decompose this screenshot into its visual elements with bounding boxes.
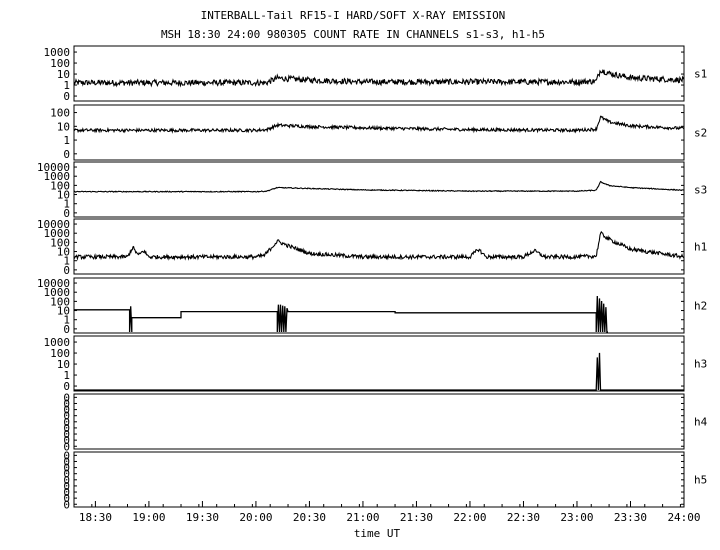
- x-tick-label: 19:00: [132, 511, 165, 524]
- y-tick-label-h5: 0: [63, 455, 70, 468]
- y-tick-label-h3: 1000: [44, 336, 71, 349]
- y-tick-label-s3: 10000: [37, 161, 70, 174]
- channel-label-s1: s1: [694, 68, 707, 81]
- series-line-s1: [73, 69, 685, 88]
- y-tick-label-h5: 0: [63, 486, 70, 499]
- y-tick-label-h2: 10000: [37, 277, 70, 290]
- y-tick-label-h4: 0: [63, 428, 70, 441]
- y-tick-label-h4: 0: [63, 404, 70, 417]
- x-tick-label: 19:30: [186, 511, 219, 524]
- panel-frame-h1: [73, 218, 685, 275]
- x-tick-label: 24:00: [667, 511, 700, 524]
- y-tick-label-h5: 0: [63, 474, 70, 487]
- y-tick-label-h4: 0: [63, 397, 70, 410]
- y-tick-label-s2: 1: [63, 134, 70, 147]
- series-line-h2: [74, 295, 608, 333]
- channel-label-s2: s2: [694, 127, 707, 140]
- y-tick-label-h1: 10: [57, 246, 70, 259]
- y-tick-label-s2: 100: [50, 107, 70, 120]
- y-tick-label-h2: 1000: [44, 286, 71, 299]
- y-tick-label-s3: 10: [57, 189, 70, 202]
- y-tick-label-h4: 0: [63, 410, 70, 423]
- y-tick-label-h5: 0: [63, 462, 70, 475]
- x-axis-label: time UT: [354, 527, 401, 540]
- y-tick-label-h4: 0: [63, 416, 70, 429]
- chart-title: INTERBALL-Tail RF15-I HARD/SOFT X-RAY EM…: [201, 9, 506, 22]
- series-line-s3: [74, 180, 684, 193]
- y-tick-label-s3: 1: [63, 198, 70, 211]
- y-tick-label-h5: 0: [63, 480, 70, 493]
- y-tick-label-h1: 100: [50, 236, 70, 249]
- y-tick-label-h3: 0: [63, 380, 70, 393]
- y-tick-label-h1: 0: [63, 264, 70, 277]
- x-tick-label: 20:30: [293, 511, 326, 524]
- channel-label-h3: h3: [694, 358, 707, 371]
- channel-label-h1: h1: [694, 241, 707, 254]
- series-line-h3: [74, 352, 684, 391]
- y-tick-label-h3: 10: [57, 358, 70, 371]
- panel-frame-h4: [73, 393, 685, 450]
- chart-subtitle: MSH 18:30 24:00 980305 COUNT RATE IN CHA…: [161, 28, 545, 41]
- channel-label-h4: h4: [694, 416, 708, 429]
- panels-group: 10001001010s11001010s21000010001001010s3…: [37, 45, 708, 524]
- y-tick-label-h3: 100: [50, 347, 70, 360]
- y-tick-label-h2: 0: [63, 323, 70, 336]
- y-tick-label-s1: 0: [63, 90, 70, 103]
- y-tick-label-h4: 0: [63, 440, 70, 453]
- y-tick-label-h5: 0: [63, 449, 70, 462]
- x-tick-label: 22:00: [453, 511, 486, 524]
- panel-frame-h2: [73, 277, 685, 334]
- series-line-h1: [73, 230, 685, 261]
- y-tick-label-h2: 100: [50, 295, 70, 308]
- y-tick-label-s2: 0: [63, 148, 70, 161]
- x-tick-label: 20:00: [239, 511, 272, 524]
- y-tick-label-h2: 10: [57, 305, 70, 318]
- x-tick-label: 21:30: [400, 511, 433, 524]
- x-tick-label: 22:30: [507, 511, 540, 524]
- channel-label-s3: s3: [694, 184, 707, 197]
- y-tick-label-s1: 10: [57, 68, 70, 81]
- y-tick-label-h5: 0: [63, 468, 70, 481]
- y-tick-label-h1: 1000: [44, 227, 71, 240]
- x-tick-label: 18:30: [79, 511, 112, 524]
- y-tick-label-h3: 1: [63, 369, 70, 382]
- channel-label-h5: h5: [694, 474, 707, 487]
- x-tick-label: 23:30: [614, 511, 647, 524]
- y-tick-label-s1: 100: [50, 57, 70, 70]
- y-tick-label-h4: 0: [63, 391, 70, 404]
- y-tick-label-h2: 1: [63, 314, 70, 327]
- y-tick-label-h5: 0: [63, 492, 70, 505]
- channel-label-h2: h2: [694, 300, 707, 313]
- panel-frame-h5: [73, 451, 685, 508]
- panel-frame-s1: [73, 45, 685, 102]
- x-tick-label: 21:00: [346, 511, 379, 524]
- y-tick-label-s1: 1000: [44, 46, 71, 59]
- y-tick-label-h5: 0: [63, 498, 70, 511]
- y-tick-label-h4: 0: [63, 422, 70, 435]
- y-tick-label-s2: 10: [57, 120, 70, 133]
- y-tick-label-s1: 1: [63, 79, 70, 92]
- y-tick-label-s3: 0: [63, 207, 70, 220]
- y-tick-label-s3: 1000: [44, 170, 71, 183]
- panel-frame-h3: [73, 335, 685, 392]
- x-tick-label: 23:00: [560, 511, 593, 524]
- y-tick-label-h4: 0: [63, 434, 70, 447]
- y-tick-label-s3: 100: [50, 179, 70, 192]
- y-tick-label-h1: 10000: [37, 218, 70, 231]
- y-tick-label-h1: 1: [63, 255, 70, 268]
- series-line-s2: [73, 115, 685, 134]
- panel-frame-s2: [73, 104, 685, 161]
